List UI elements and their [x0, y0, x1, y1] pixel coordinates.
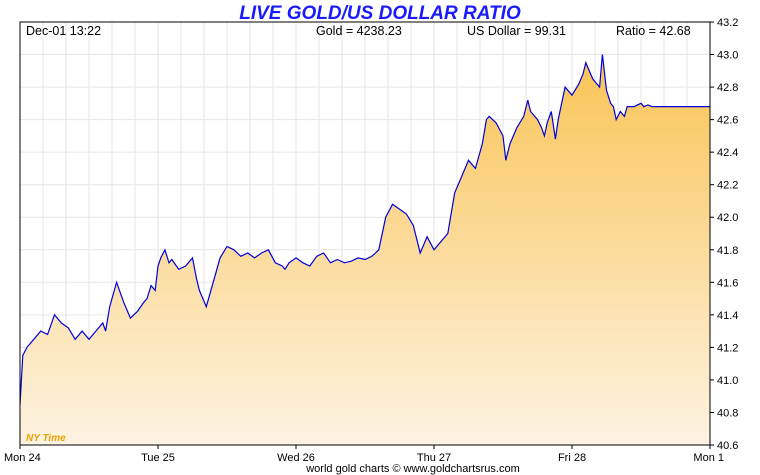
y-tick-label: 40.6 [717, 440, 738, 452]
header-ratio: Ratio = 42.68 [616, 24, 691, 38]
y-tick-label: 41.8 [717, 245, 738, 257]
y-tick-label: 43.2 [717, 17, 738, 29]
x-tick-label: Tue 25 [141, 452, 175, 464]
x-tick-label: Mon 1 [693, 452, 724, 464]
y-tick-label: 41.0 [717, 375, 738, 387]
header-usd-index: US Dollar = 99.31 [467, 24, 566, 38]
header-datetime: Dec-01 13:22 [26, 24, 101, 38]
y-tick-label: 41.2 [717, 342, 738, 354]
y-tick-label: 42.6 [717, 115, 738, 127]
x-tick-label: Wed 26 [277, 452, 315, 464]
x-tick-label: Mon 24 [4, 452, 41, 464]
ratio-area-fill [20, 54, 710, 445]
y-tick-label: 42.4 [717, 147, 738, 159]
x-tick-label: Fri 28 [558, 452, 586, 464]
x-axis-ticks: Mon 24 Tue 25 Wed 26 Thu 27 Fri 28 Mon 1 [4, 445, 724, 464]
y-tick-label: 42.0 [717, 212, 738, 224]
y-tick-label: 41.4 [717, 310, 738, 322]
y-tick-label: 42.8 [717, 82, 738, 94]
y-axis-ticks: 43.2 43.0 42.8 42.6 42.4 42.2 42.0 41.8 41.6 41.4… [710, 17, 738, 452]
ratio-line [19, 54, 710, 405]
chart-title: LIVE GOLD/US DOLLAR RATIO [239, 3, 521, 24]
header-gold-price: Gold = 4238.23 [316, 24, 402, 38]
y-tick-label: 43.0 [717, 50, 738, 62]
y-tick-label: 42.2 [717, 180, 738, 192]
x-tick-label: Thu 27 [417, 452, 451, 464]
plot-border [19, 21, 711, 446]
timezone-label: NY Time [26, 433, 66, 444]
y-tick-label: 40.8 [717, 407, 738, 419]
y-tick-label: 41.6 [717, 277, 738, 289]
footer-credit: world gold charts © www.goldchartsrus.co… [305, 463, 520, 475]
